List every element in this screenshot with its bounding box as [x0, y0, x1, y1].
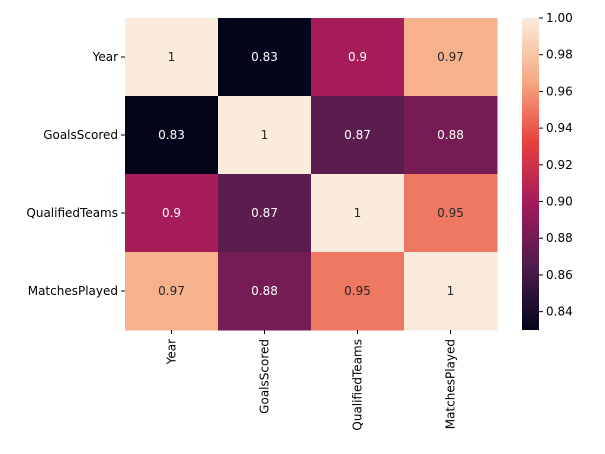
- cell-value-label: 1: [261, 128, 269, 142]
- x-tick-label: QualifiedTeams: [351, 339, 365, 431]
- heatmap-cell: [218, 18, 312, 97]
- cell-value-label: 1: [447, 284, 455, 298]
- colorbar-tick-label: 0.90: [546, 195, 573, 209]
- heatmap-cell: [404, 174, 498, 253]
- colorbar-tick-label: 0.84: [546, 305, 573, 319]
- heatmap-cell: [404, 18, 498, 97]
- y-tick-label: QualifiedTeams: [26, 206, 118, 220]
- colorbar-tick-label: 0.86: [546, 268, 573, 282]
- heatmap-cell: [125, 96, 219, 175]
- cell-value-label: 0.9: [348, 50, 367, 64]
- y-tick-label: GoalsScored: [43, 128, 118, 142]
- y-tick-label: Year: [92, 50, 118, 64]
- cell-value-label: 0.97: [437, 50, 464, 64]
- cell-value-label: 0.9: [162, 206, 181, 220]
- colorbar-tick-label: 0.92: [546, 158, 573, 172]
- heatmap-cell: [125, 174, 219, 253]
- heatmap-cell: [218, 252, 312, 331]
- cell-value-label: 0.95: [437, 206, 464, 220]
- colorbar-tick-label: 0.98: [546, 48, 573, 62]
- colorbar-tick-label: 0.94: [546, 121, 573, 135]
- heatmap-cell: [311, 96, 405, 175]
- heatmap-cell: [311, 252, 405, 331]
- heatmap-cell: [311, 18, 405, 97]
- heatmap-cell: [311, 174, 405, 253]
- heatmap-cell: [218, 174, 312, 253]
- colorbar-tick-label: 0.88: [546, 231, 573, 245]
- y-tick-label: MatchesPlayed: [28, 284, 118, 298]
- x-tick-label: Year: [165, 339, 179, 365]
- x-tick-label: MatchesPlayed: [444, 339, 458, 429]
- colorbar-tick-label: 1.00: [546, 11, 573, 25]
- cell-value-label: 0.83: [251, 50, 278, 64]
- cell-value-label: 0.83: [158, 128, 185, 142]
- x-tick-label: GoalsScored: [258, 339, 272, 414]
- heatmap-cell: [218, 96, 312, 175]
- colorbar-tick-label: 0.96: [546, 84, 573, 98]
- heatmap-cell: [125, 252, 219, 331]
- cell-value-label: 0.88: [437, 128, 464, 142]
- cell-value-label: 0.95: [344, 284, 371, 298]
- cell-value-label: 1: [168, 50, 176, 64]
- cell-value-label: 0.87: [251, 206, 278, 220]
- heatmap-cell: [404, 96, 498, 175]
- heatmap-cell: [125, 18, 219, 97]
- cell-value-label: 0.88: [251, 284, 278, 298]
- cell-value-label: 0.97: [158, 284, 185, 298]
- colorbar: [522, 18, 539, 330]
- heatmap-cell: [404, 252, 498, 331]
- cell-value-label: 0.87: [344, 128, 371, 142]
- cell-value-label: 1: [354, 206, 362, 220]
